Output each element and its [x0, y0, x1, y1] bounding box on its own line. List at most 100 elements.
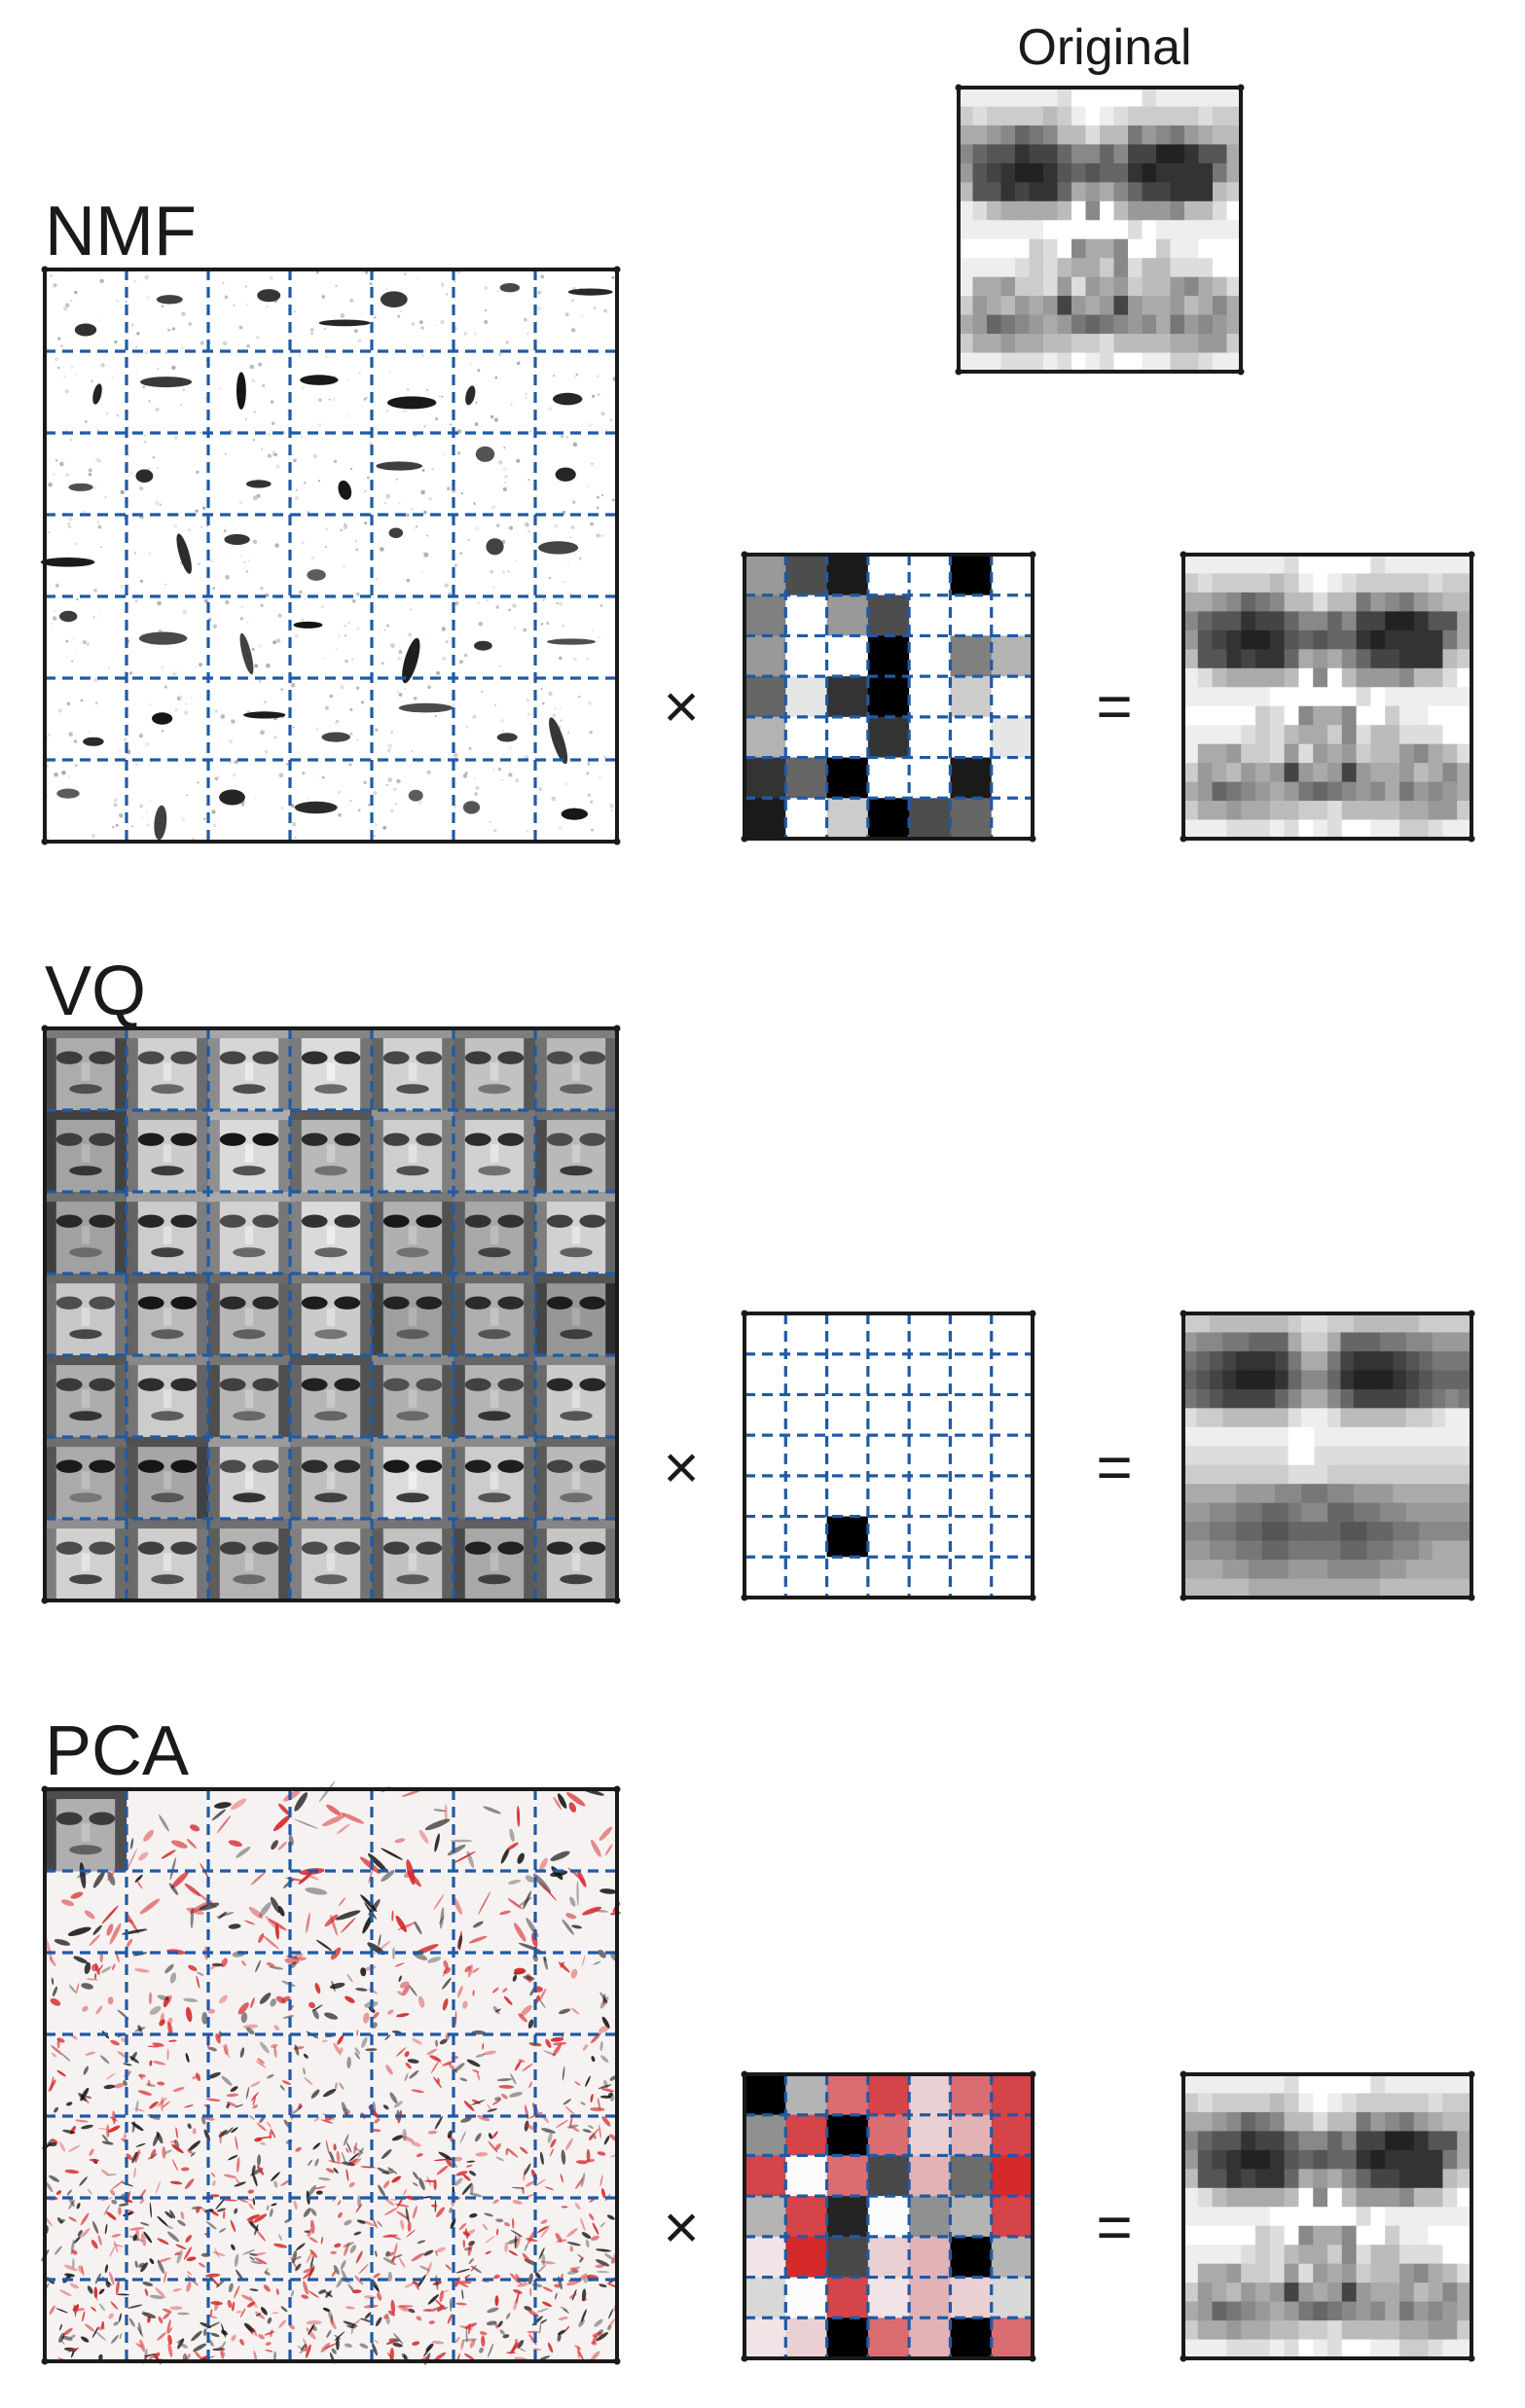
nmf-reconstruction-pixel	[1370, 687, 1386, 707]
nmf-reconstruction-pixel	[1241, 687, 1256, 707]
nmf-basis-speckle	[335, 284, 338, 287]
nmf-basis-speckle	[53, 283, 57, 288]
pca-basis-stroke	[566, 1792, 586, 1807]
original-image-pixel	[1142, 88, 1157, 108]
nmf-basis-speckle	[384, 502, 386, 505]
pca-basis-stroke	[52, 1986, 58, 1997]
pca-basis-stroke	[558, 1961, 570, 1973]
pca-basis-stroke	[538, 2247, 545, 2260]
face-tile-hair	[45, 1437, 127, 1448]
pca-basis-stroke	[337, 2034, 345, 2045]
face-tile-hair	[290, 1437, 372, 1448]
pca-reconstruction-pixel	[1327, 2263, 1343, 2283]
nmf-basis-speckle	[421, 468, 425, 472]
nmf-reconstruction-pixel	[1457, 725, 1472, 745]
nmf-basis-speckle	[118, 749, 121, 752]
pca-basis-stroke	[119, 2332, 123, 2340]
face-tile-shadow	[127, 1355, 138, 1437]
nmf-basis-speckle	[463, 332, 467, 336]
pca-basis-stroke	[418, 1829, 429, 1844]
pca-basis-stroke	[382, 2104, 389, 2110]
pca-basis-stroke	[381, 1848, 403, 1860]
pca-basis-stroke	[266, 2121, 272, 2128]
pca-reconstruction-pixel	[1284, 2282, 1299, 2303]
nmf-basis-speckle	[562, 625, 564, 628]
pca-basis-stroke	[98, 2354, 103, 2361]
original-image-pixel	[1043, 220, 1059, 240]
nmf-basis-speckle	[120, 489, 125, 495]
pca-basis-stroke	[49, 2305, 55, 2316]
nmf-basis-speckle	[265, 593, 270, 597]
original-image-pixel	[1029, 220, 1044, 240]
face-tile-eye	[219, 1132, 246, 1146]
nmf-basis-speckle	[375, 728, 379, 732]
pca-basis-stroke	[116, 2293, 129, 2296]
nmf-reconstruction-pixel	[1255, 611, 1271, 631]
original-image-pixel	[1015, 276, 1031, 297]
pca-basis-stroke	[241, 1960, 246, 1966]
pca-basis-stroke	[290, 2289, 295, 2297]
original-image-pixel	[1184, 334, 1200, 354]
nmf-basis-speckle	[108, 666, 110, 668]
pca-basis-stroke	[539, 1881, 557, 1901]
pca-basis-stroke	[54, 2246, 62, 2255]
pca-basis-stroke	[208, 2046, 218, 2052]
pca-reconstruction-pixel	[1255, 2245, 1271, 2265]
face-tile-eye	[219, 1214, 246, 1228]
nmf-reconstruction-pixel	[1385, 743, 1400, 764]
nmf-basis-speckle	[592, 394, 596, 398]
nmf-basis-speckle	[358, 372, 361, 375]
nmf-reconstruction-pixel	[1284, 763, 1299, 783]
pca-basis-stroke	[216, 1815, 232, 1834]
vq-reconstruction-pixel	[1288, 1540, 1302, 1561]
pca-basis-stroke	[250, 2092, 259, 2102]
pca-reconstruction-pixel	[1327, 2225, 1343, 2246]
pca-basis-stroke	[194, 2351, 203, 2360]
nmf-encoding-cell	[909, 555, 951, 596]
pca-basis-stroke	[532, 2348, 542, 2351]
pca-basis-stroke	[343, 2134, 349, 2146]
nmf-reconstruction-pixel	[1428, 555, 1443, 575]
original-image-pixel	[1128, 220, 1144, 240]
vq-reconstruction-pixel	[1405, 1560, 1420, 1580]
nmf-basis-speckle	[144, 350, 148, 355]
vq-reconstruction-pixel	[1183, 1484, 1198, 1504]
pca-basis-stroke	[377, 2292, 382, 2301]
pca-basis-stroke	[147, 2079, 151, 2086]
nmf-basis-speckle	[180, 346, 184, 350]
pca-encoding-frame-corner	[1029, 2070, 1036, 2078]
vq-reconstruction-pixel	[1196, 1332, 1211, 1352]
nmf-basis-speckle	[274, 543, 279, 548]
original-image-pixel	[1043, 88, 1059, 108]
face-tile-nose	[490, 1144, 499, 1163]
original-image-pixel	[1043, 144, 1059, 164]
vq-reconstruction-pixel	[1249, 1426, 1263, 1447]
pca-basis-stroke	[418, 2177, 425, 2191]
pca-basis-stroke	[231, 2334, 236, 2342]
face-tile-hair	[127, 1355, 208, 1366]
nmf-basis-part	[83, 737, 104, 746]
pca-basis-stroke	[135, 1880, 143, 1889]
original-image-pixel	[1100, 220, 1115, 240]
vq-reconstruction-pixel	[1432, 1313, 1446, 1334]
nmf-basis-part	[293, 621, 323, 629]
original-image-pixel	[1198, 182, 1214, 202]
face-tile-nose	[244, 1389, 254, 1408]
face-tile-shadow	[360, 1110, 372, 1192]
pca-basis-stroke	[387, 2271, 392, 2282]
pca-reconstruction-pixel	[1298, 2320, 1314, 2341]
pca-reconstruction-pixel	[1197, 2301, 1214, 2321]
pca-basis-stroke	[574, 2081, 581, 2086]
pca-encoding-cell	[867, 2074, 910, 2116]
nmf-basis-speckle	[527, 479, 530, 481]
nmf-encoding-frame-corner	[741, 551, 748, 558]
pca-reconstruction-pixel	[1428, 2093, 1443, 2113]
pca-reconstruction-pixel	[1255, 2149, 1271, 2170]
face-tile-hair	[454, 1355, 535, 1366]
vq-reconstruction-pixel	[1183, 1446, 1198, 1466]
original-image-pixel	[1184, 144, 1200, 164]
pca-basis-stroke	[492, 2199, 499, 2204]
vq-reconstruction-pixel	[1275, 1484, 1289, 1504]
nmf-basis-speckle	[260, 586, 264, 591]
nmf-encoding-cell	[785, 676, 828, 718]
